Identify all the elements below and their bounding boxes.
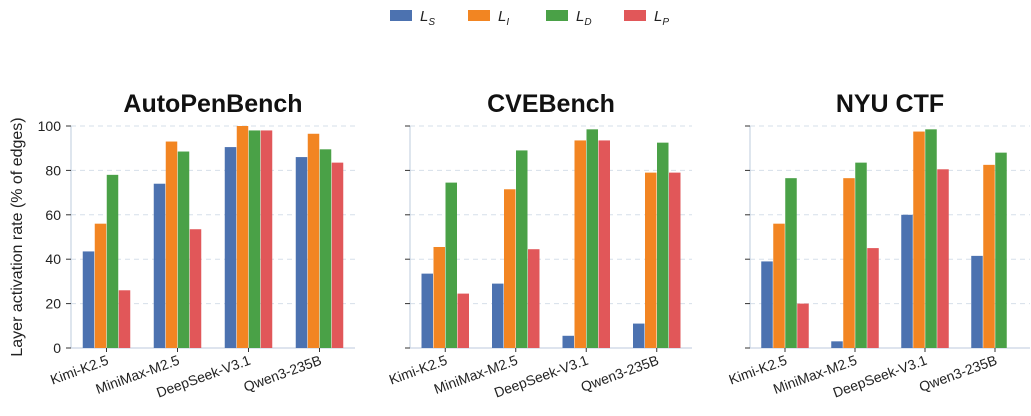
legend-item-L-I: LI [468, 8, 509, 28]
bar-L_S-DeepSeek-V3.1 [224, 147, 237, 348]
panel-0: 020406080100AutoPenBenchKimi-K2.5MiniMax… [38, 90, 355, 401]
bar-L_P-Qwen3-235B [669, 172, 681, 348]
legend-label: LI [498, 8, 509, 28]
bar-L_P-DeepSeek-V3.1 [937, 169, 949, 348]
legend-swatch [468, 10, 490, 21]
bar-L_D-Qwen3-235B [657, 142, 669, 348]
legend: LS LI LD LP [390, 8, 669, 28]
y-tick-label: 60 [45, 207, 61, 223]
panel-2: NYU CTFKimi-K2.5MiniMax-M2.5DeepSeek-V3.… [727, 90, 1030, 401]
bar-L_S-Qwen3-235B [295, 157, 308, 348]
y-tick-label: 40 [45, 251, 61, 267]
bar-L_S-Qwen3-235B [971, 255, 983, 348]
panel-1: CVEBenchKimi-K2.5MiniMax-M2.5DeepSeek-V3… [387, 90, 692, 401]
y-tick-label: 20 [45, 296, 61, 312]
bar-L_D-DeepSeek-V3.1 [586, 129, 598, 348]
bar-L_D-Qwen3-235B [319, 149, 332, 348]
legend-label: LP [654, 8, 669, 28]
panel-title: CVEBench [487, 90, 615, 118]
legend-swatch [624, 10, 646, 21]
bar-L_I-Kimi-K2.5 [773, 223, 785, 348]
bar-L_P-MiniMax-M2.5 [867, 248, 879, 348]
bar-L_P-MiniMax-M2.5 [528, 249, 540, 348]
bar-L_P-Kimi-K2.5 [457, 293, 469, 348]
bar-L_D-MiniMax-M2.5 [177, 151, 190, 348]
bar-L_I-DeepSeek-V3.1 [574, 140, 586, 348]
bar-L_S-Qwen3-235B [633, 323, 645, 348]
bar-L_I-Kimi-K2.5 [433, 246, 445, 348]
bar-L_S-DeepSeek-V3.1 [901, 214, 913, 348]
bar-L_P-Kimi-K2.5 [118, 290, 131, 348]
bar-L_I-DeepSeek-V3.1 [913, 131, 925, 348]
bar-L_I-Qwen3-235B [307, 133, 320, 348]
bar-L_S-MiniMax-M2.5 [153, 183, 166, 348]
panel-title: AutoPenBench [123, 90, 302, 118]
legend-item-L-P: LP [624, 8, 669, 28]
legend-swatch [546, 10, 568, 21]
bar-L_I-MiniMax-M2.5 [165, 141, 178, 348]
bar-L_D-Qwen3-235B [995, 152, 1007, 348]
legend-item-L-D: LD [546, 8, 592, 28]
bar-L_S-DeepSeek-V3.1 [562, 335, 574, 348]
bar-L_S-MiniMax-M2.5 [492, 283, 504, 348]
y-tick-label: 80 [45, 162, 61, 178]
y-tick-label: 100 [38, 118, 62, 134]
legend-item-L-S: LS [390, 8, 435, 28]
bar-L_P-DeepSeek-V3.1 [260, 130, 273, 348]
bar-L_P-MiniMax-M2.5 [189, 229, 202, 348]
bar-L_D-MiniMax-M2.5 [855, 162, 867, 348]
bar-L_D-DeepSeek-V3.1 [248, 130, 261, 348]
y-axis-label: Layer activation rate (% of edges) [9, 117, 26, 356]
bar-L_I-Qwen3-235B [983, 164, 995, 348]
bar-L_I-MiniMax-M2.5 [504, 189, 516, 348]
x-tick-label: Qwen3-235B [579, 352, 661, 395]
bar-L_P-Qwen3-235B [331, 162, 344, 348]
y-tick-label: 0 [53, 340, 61, 356]
legend-swatch [390, 10, 412, 21]
bar-L_S-MiniMax-M2.5 [831, 341, 843, 348]
bar-L_P-Kimi-K2.5 [797, 303, 809, 348]
bar-L_S-Kimi-K2.5 [421, 273, 433, 348]
bar-L_P-DeepSeek-V3.1 [598, 140, 610, 348]
x-tick-label: Qwen3-235B [917, 352, 999, 395]
legend-label: LS [420, 8, 435, 28]
bar-L_I-Qwen3-235B [645, 172, 657, 348]
panel-title: NYU CTF [836, 90, 944, 118]
bar-L_S-Kimi-K2.5 [761, 261, 773, 348]
panels: 020406080100AutoPenBenchKimi-K2.5MiniMax… [38, 90, 1030, 401]
x-tick-label: Qwen3-235B [241, 352, 323, 395]
bar-L_S-Kimi-K2.5 [82, 251, 95, 348]
bar-L_D-MiniMax-M2.5 [516, 150, 528, 348]
bar-L_D-DeepSeek-V3.1 [925, 129, 937, 348]
bar-L_D-Kimi-K2.5 [445, 182, 457, 348]
legend-label: LD [576, 8, 592, 28]
bar-L_I-MiniMax-M2.5 [843, 178, 855, 348]
bar-L_D-Kimi-K2.5 [106, 174, 119, 348]
bar-L_D-Kimi-K2.5 [785, 178, 797, 348]
bar-L_I-DeepSeek-V3.1 [236, 126, 249, 348]
bar-L_I-Kimi-K2.5 [94, 223, 107, 348]
